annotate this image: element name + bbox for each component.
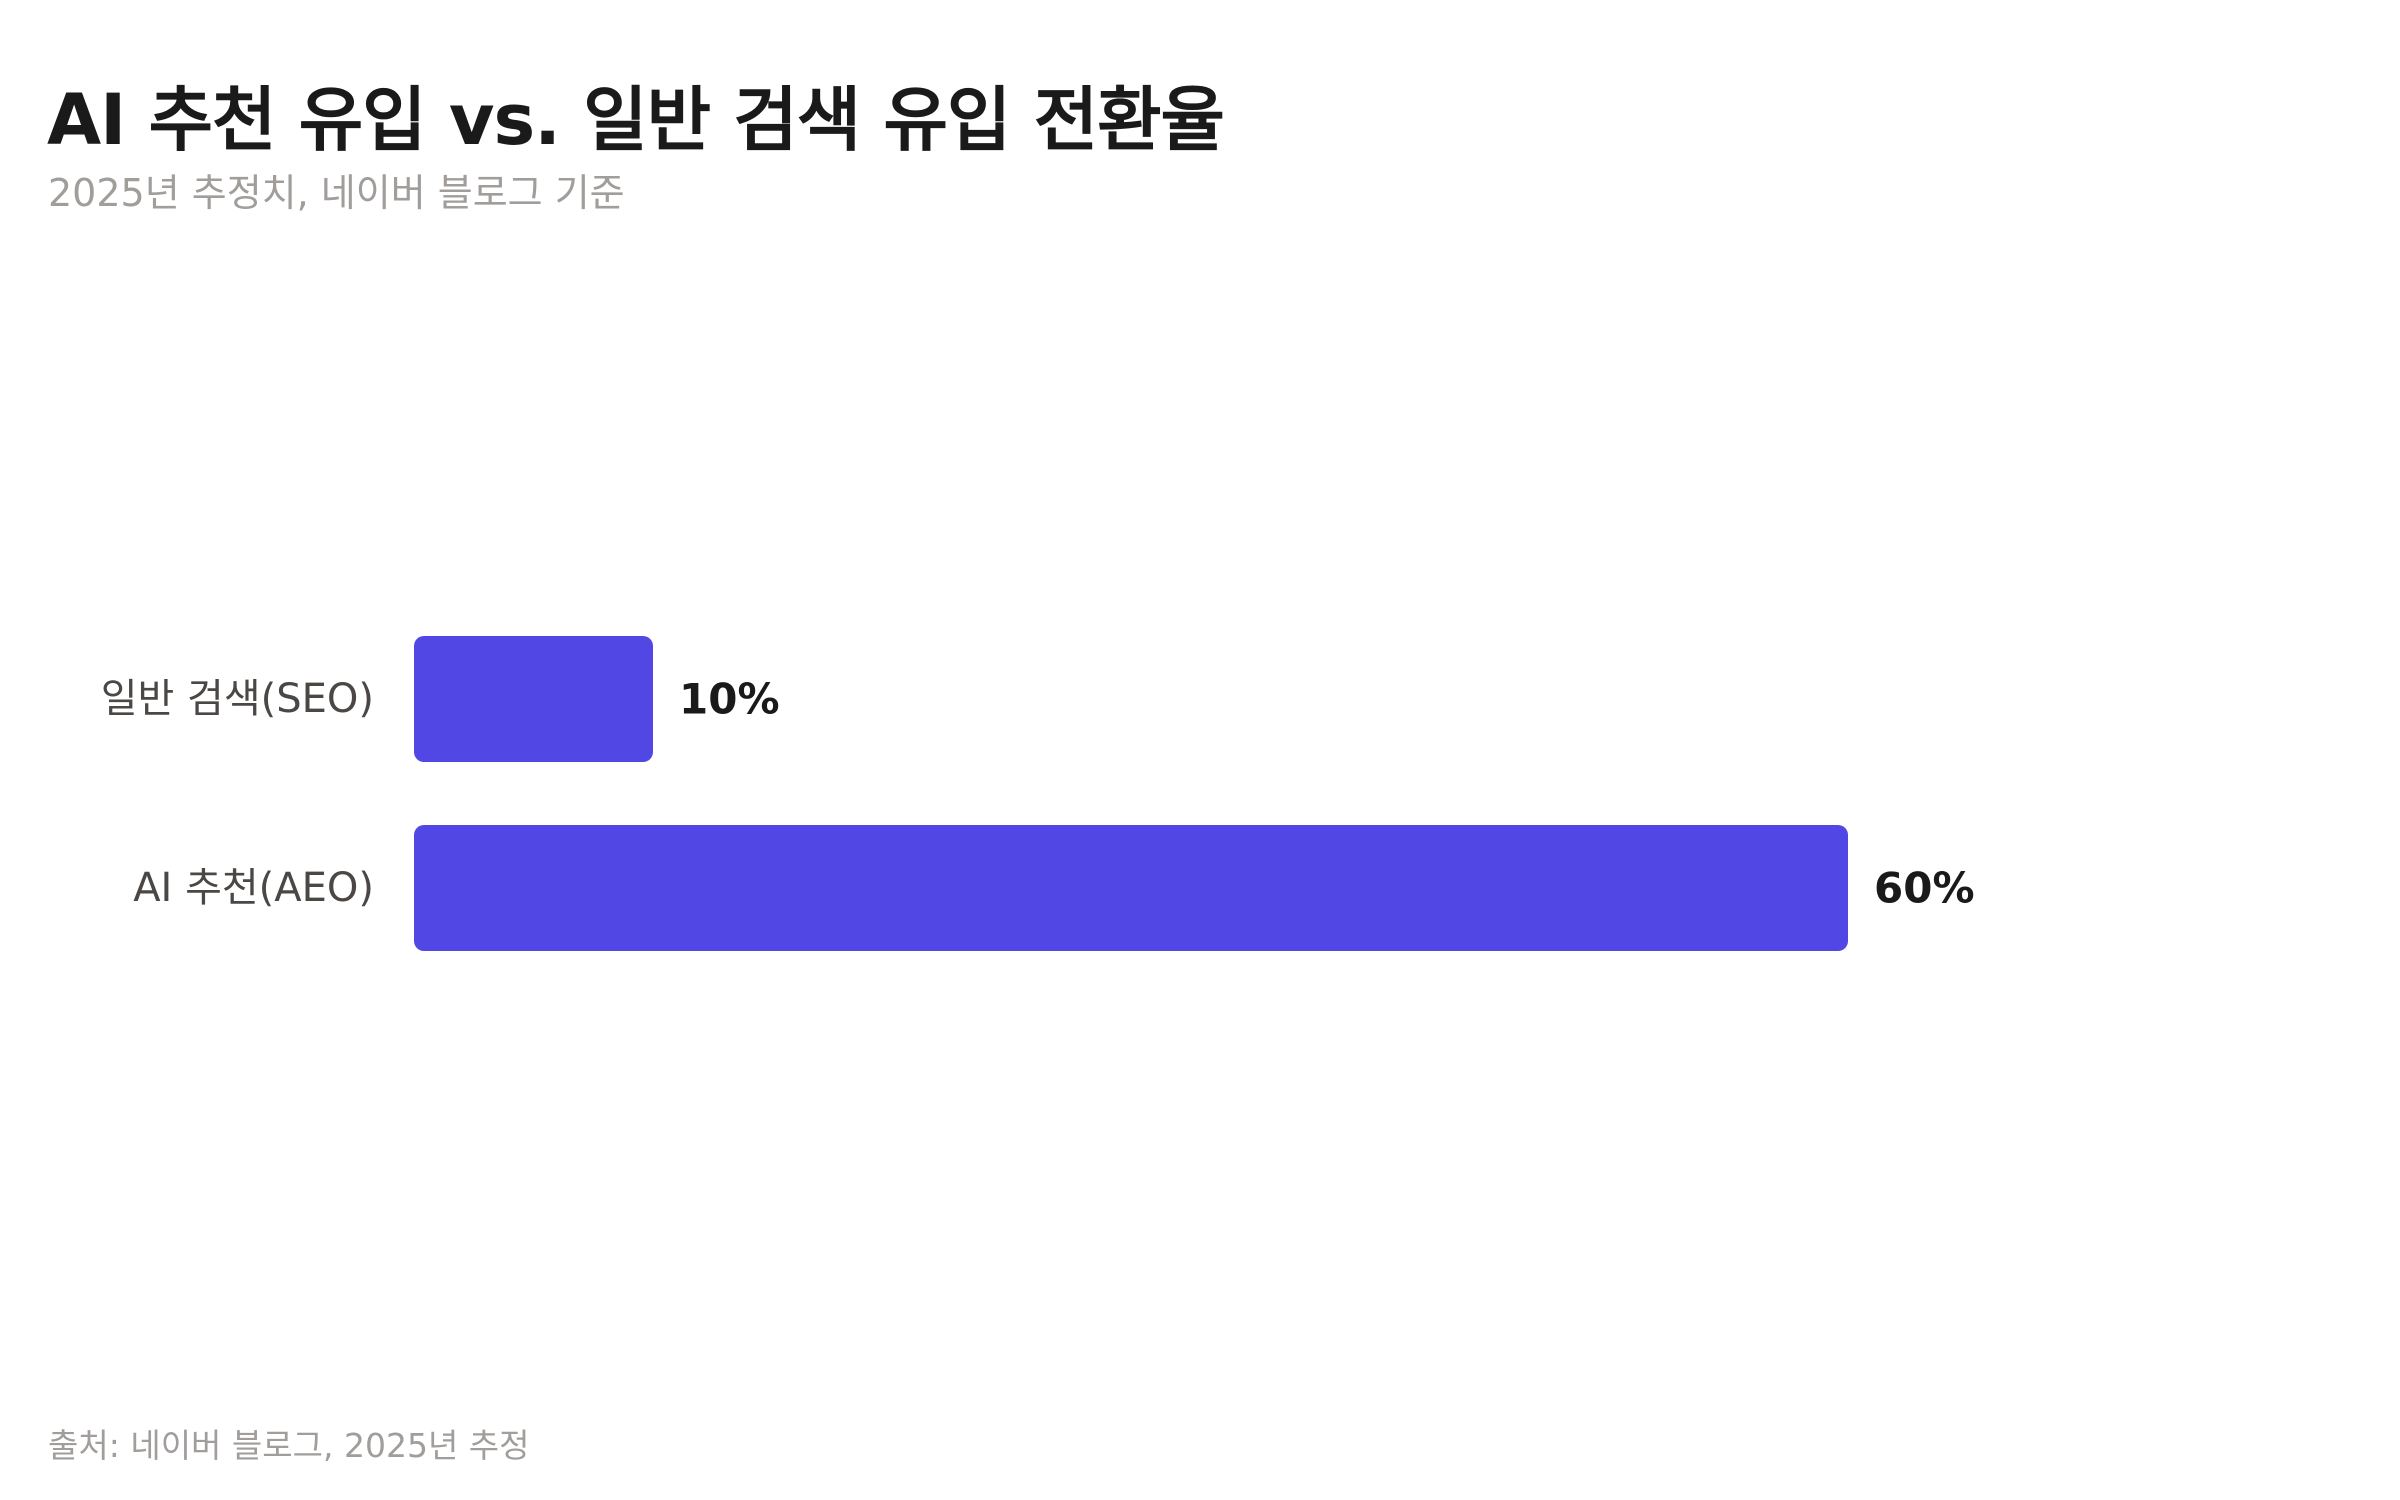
category-label: AI 추천(AEO) [133, 865, 374, 911]
value-label: 10% [679, 675, 780, 724]
value-label: 60% [1874, 864, 1975, 913]
bar-0 [414, 636, 653, 762]
bar-1 [414, 825, 1848, 951]
source-note: 출처: 네이버 블로그, 2025년 추정 [48, 1426, 530, 1465]
chart-subtitle: 2025년 추정치, 네이버 블로그 기준 [48, 171, 625, 215]
category-label: 일반 검색(SEO) [101, 676, 374, 722]
chart-title: AI 추천 유입 vs. 일반 검색 유입 전환율 [47, 79, 1225, 161]
